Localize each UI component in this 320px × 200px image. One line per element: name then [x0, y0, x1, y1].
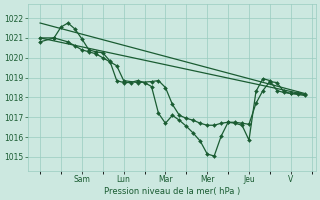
X-axis label: Pression niveau de la mer( hPa ): Pression niveau de la mer( hPa ) — [104, 187, 240, 196]
